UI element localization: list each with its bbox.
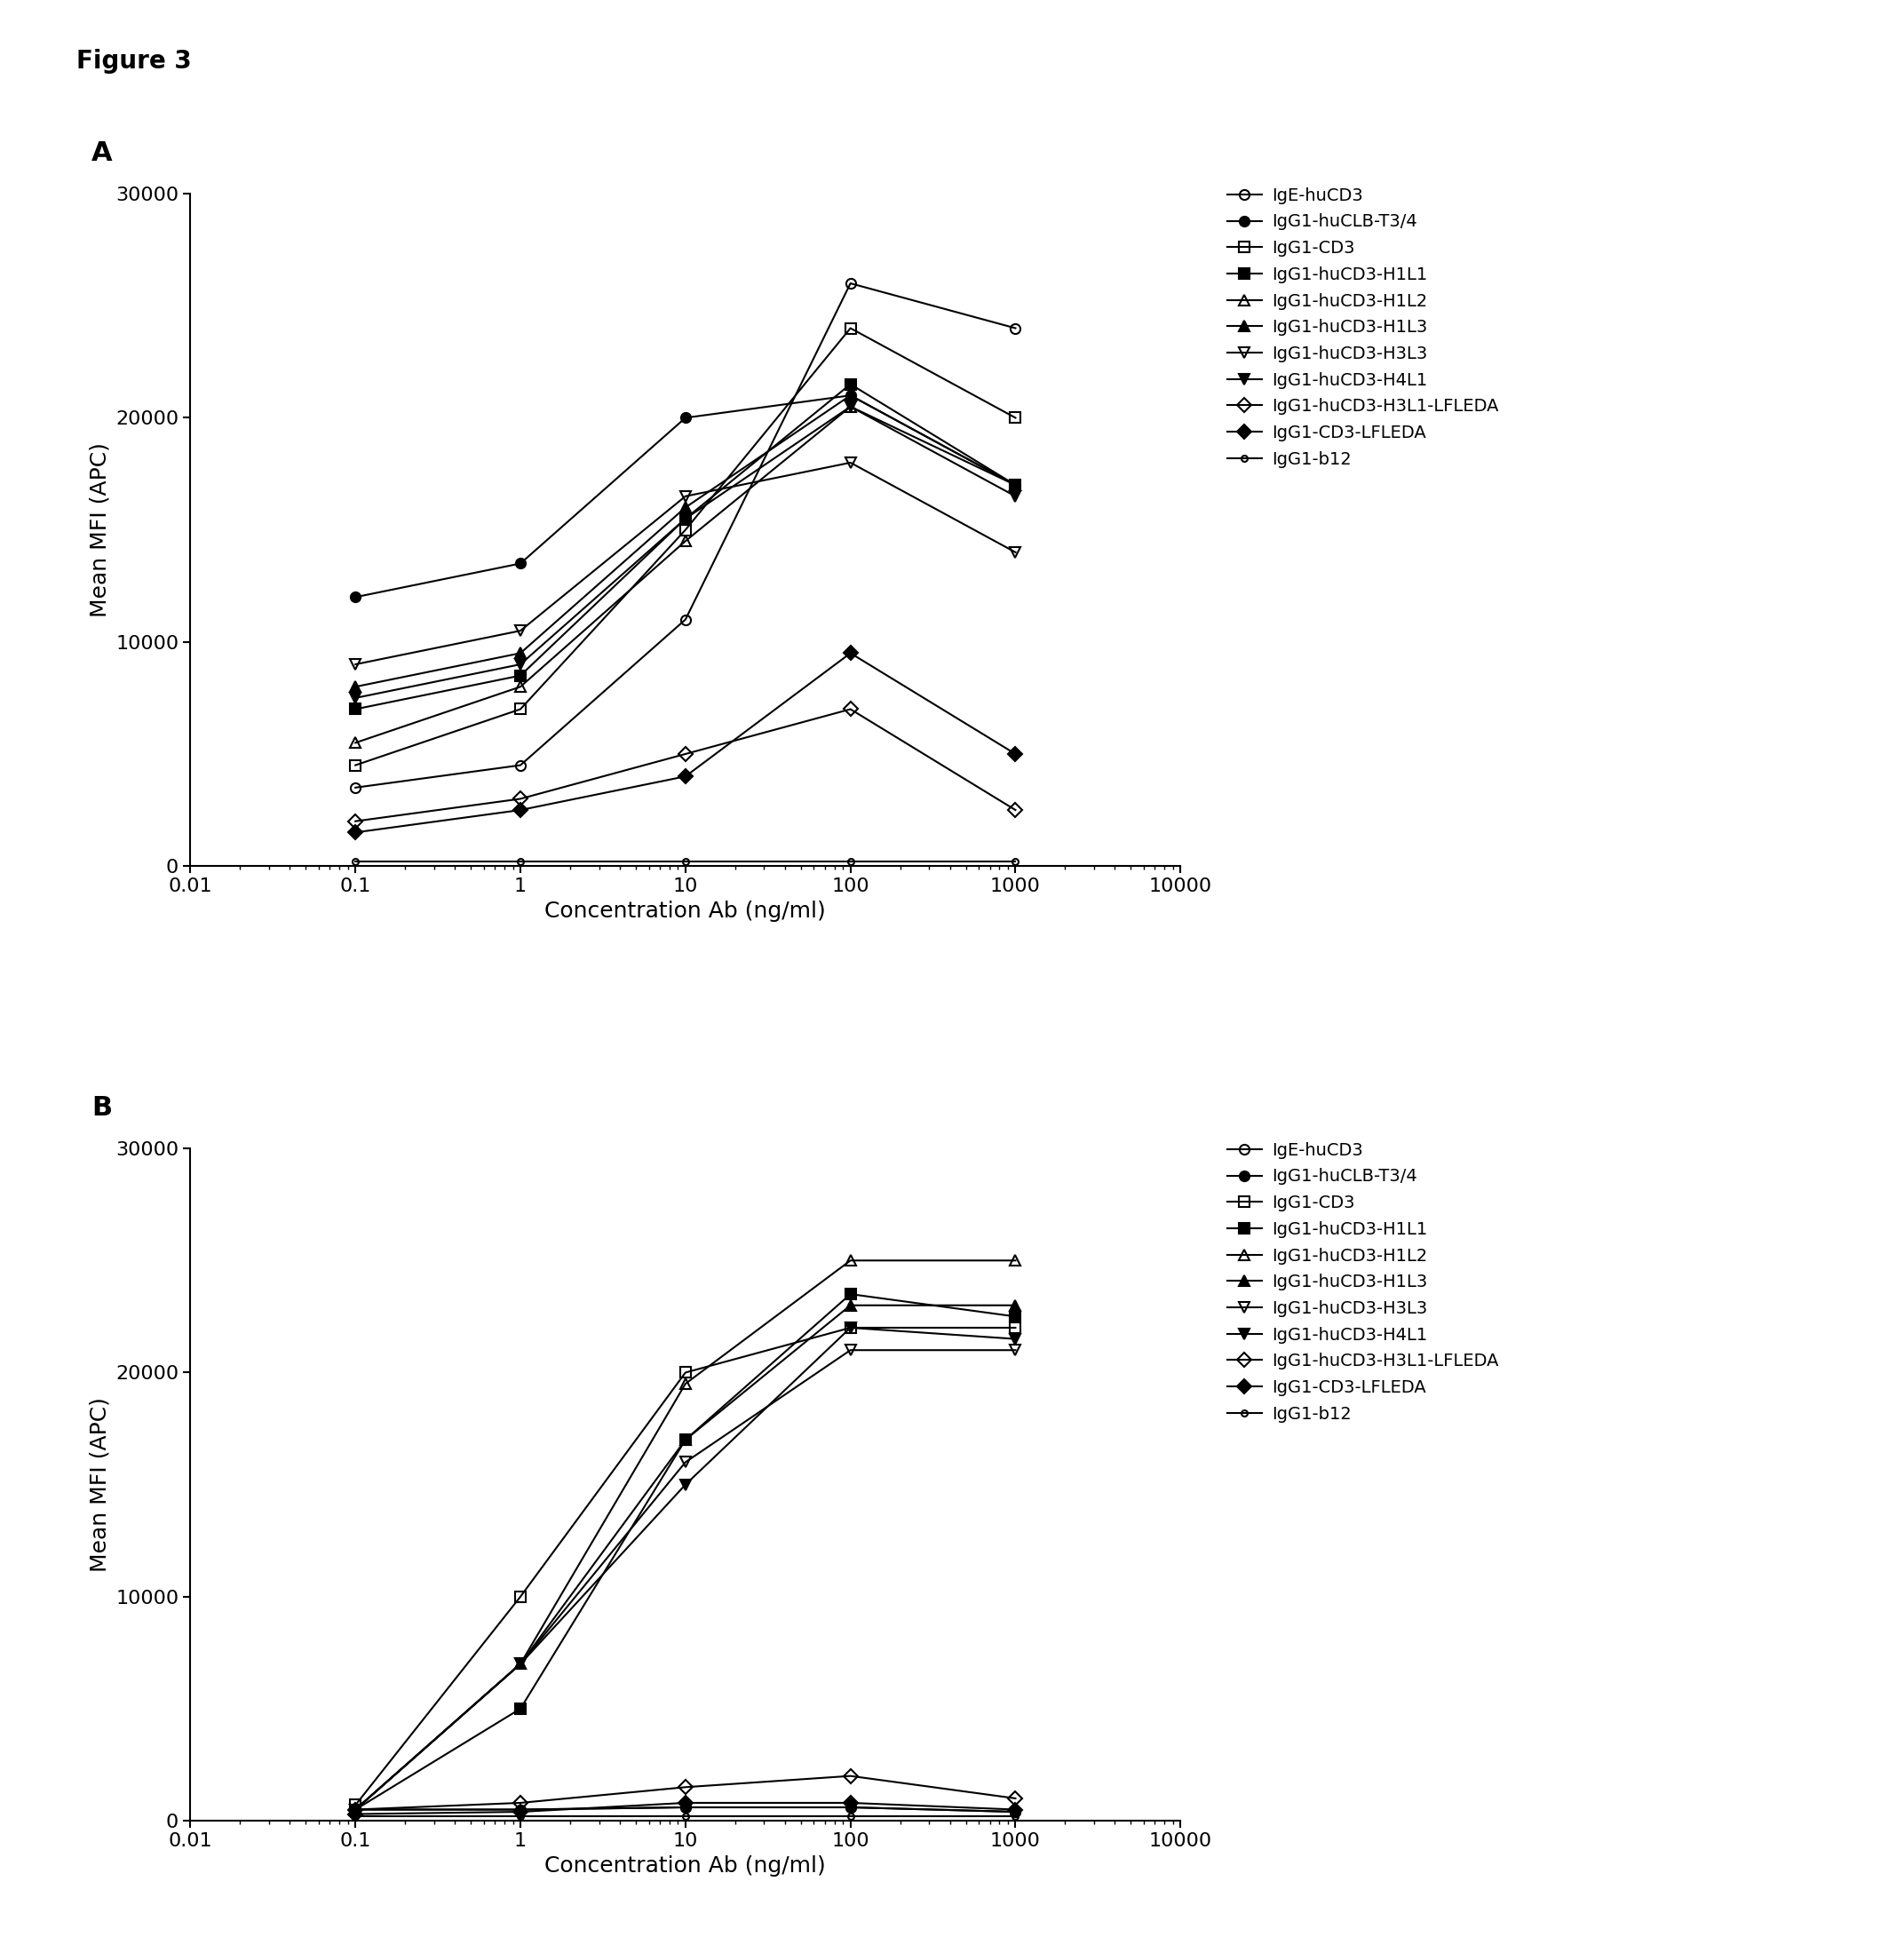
Legend: IgE-huCD3, IgG1-huCLB-T3/4, IgG1-CD3, IgG1-huCD3-H1L1, IgG1-huCD3-H1L2, IgG1-huC: IgE-huCD3, IgG1-huCLB-T3/4, IgG1-CD3, Ig… (1220, 1135, 1506, 1430)
Text: Figure 3: Figure 3 (76, 48, 192, 74)
Legend: IgE-huCD3, IgG1-huCLB-T3/4, IgG1-CD3, IgG1-huCD3-H1L1, IgG1-huCD3-H1L2, IgG1-huC: IgE-huCD3, IgG1-huCLB-T3/4, IgG1-CD3, Ig… (1220, 180, 1506, 475)
Y-axis label: Mean MFI (APC): Mean MFI (APC) (89, 442, 110, 618)
X-axis label: Concentration Ab (ng/ml): Concentration Ab (ng/ml) (545, 1856, 826, 1877)
Y-axis label: Mean MFI (APC): Mean MFI (APC) (89, 1397, 110, 1573)
Text: B: B (91, 1094, 112, 1120)
Text: A: A (91, 139, 112, 167)
X-axis label: Concentration Ab (ng/ml): Concentration Ab (ng/ml) (545, 901, 826, 922)
